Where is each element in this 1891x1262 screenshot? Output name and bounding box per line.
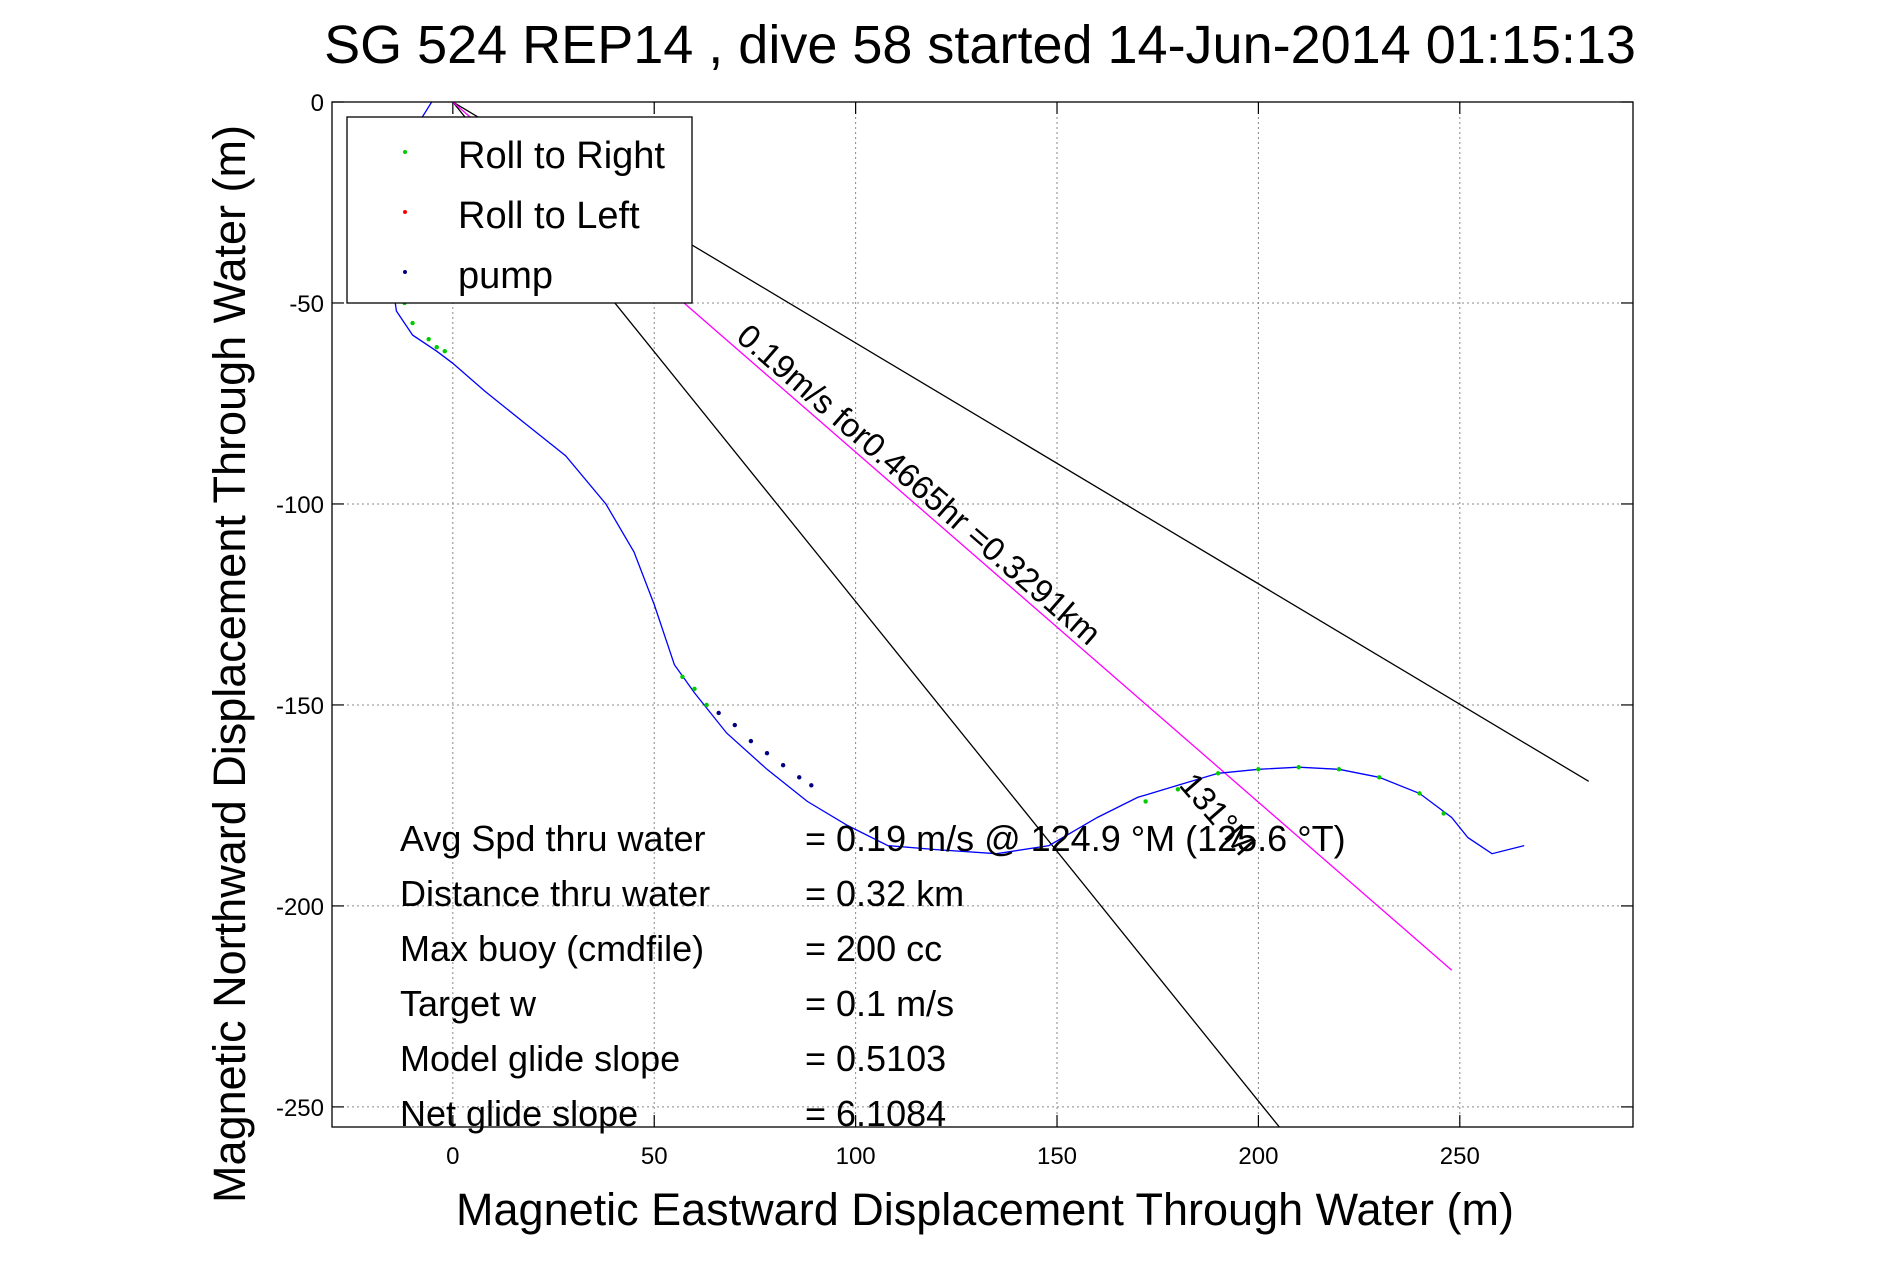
stat-value: = 0.32 km	[805, 873, 964, 914]
stat-label: Distance thru water	[400, 873, 710, 914]
roll-right-point	[410, 320, 415, 326]
x-tick-label: 200	[1238, 1143, 1278, 1170]
y-tick-label: -250	[276, 1095, 324, 1122]
x-tick-label: 250	[1440, 1143, 1480, 1170]
y-tick-label: -200	[276, 894, 324, 921]
roll-right-point	[426, 336, 431, 342]
stat-value: = 0.1 m/s	[805, 983, 954, 1024]
legend-label: pump	[458, 255, 553, 297]
roll-right-point	[704, 702, 709, 708]
stat-label: Target w	[400, 983, 537, 1024]
legend-marker	[403, 270, 407, 274]
roll-right-point	[1175, 787, 1181, 792]
stat-label: Max buoy (cmdfile)	[400, 928, 704, 969]
y-tick-label: -150	[276, 693, 324, 720]
roll-right-point	[1256, 767, 1261, 772]
legend-marker	[403, 150, 407, 154]
roll-right-point	[1377, 775, 1382, 780]
roll-right-point	[680, 674, 685, 680]
stat-value: = 200 cc	[805, 928, 942, 969]
roll-right-point	[1336, 767, 1342, 772]
roll-right-point	[1417, 791, 1422, 796]
x-tick-label: 0	[446, 1143, 459, 1170]
roll-right-point	[1296, 765, 1301, 770]
pump-point	[732, 722, 737, 728]
legend-marker	[403, 210, 407, 214]
legend: Roll to Right Roll to Left pump	[346, 116, 693, 304]
y-tick-label: -50	[289, 291, 324, 318]
pump-point	[797, 775, 802, 780]
y-tick-label: 0	[311, 90, 324, 117]
pump-point	[809, 783, 814, 788]
roll-right-point	[434, 344, 439, 350]
stat-value: = 6.1084	[805, 1093, 946, 1134]
y-axis-label: Magnetic Northward Displacement Through …	[204, 125, 255, 1203]
x-tick-label: 50	[641, 1143, 668, 1170]
legend-label: Roll to Right	[458, 135, 665, 177]
x-axis-label: Magnetic Eastward Displacement Through W…	[456, 1184, 1514, 1235]
pump-point	[748, 738, 754, 744]
roll-right-point	[692, 686, 697, 692]
x-tick-label: 100	[836, 1143, 876, 1170]
pump-point	[716, 710, 721, 716]
plot-frame	[331, 101, 1634, 1128]
roll-right-point	[1215, 771, 1221, 776]
stat-value: = 0.19 m/s @ 124.9 °M (125.6 °T)	[805, 818, 1346, 859]
stat-label: Model glide slope	[400, 1038, 680, 1079]
y-tick-label: -100	[276, 492, 324, 519]
roll-right-point	[442, 349, 447, 354]
stat-label: Avg Spd thru water	[400, 818, 706, 859]
roll-right-point	[1441, 811, 1446, 816]
x-tick-label: 150	[1037, 1143, 1077, 1170]
legend-label: Roll to Left	[458, 195, 640, 237]
stat-label: Net glide slope	[400, 1093, 638, 1134]
roll-right-point	[1143, 799, 1148, 804]
chart-title: SG 524 REP14 , dive 58 started 14-Jun-20…	[324, 15, 1636, 75]
pump-point	[780, 763, 786, 768]
stat-value: = 0.5103	[805, 1038, 946, 1079]
pump-point	[764, 750, 770, 756]
